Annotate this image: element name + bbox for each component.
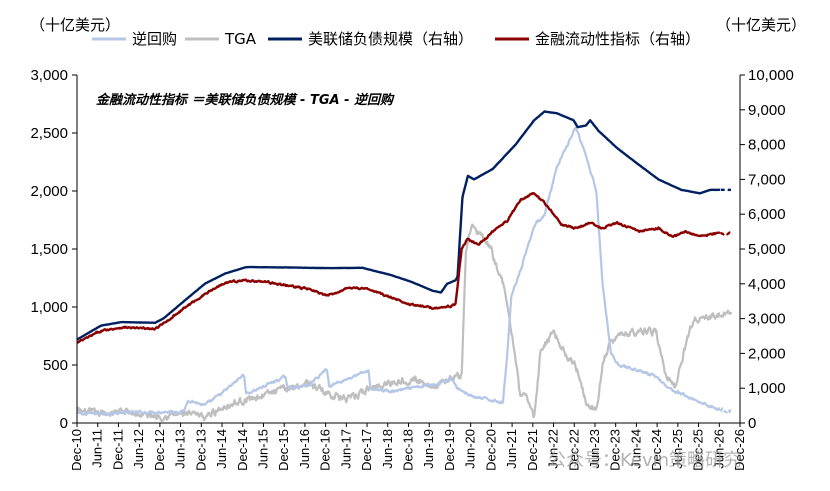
right-tick-label: 7,000	[748, 171, 786, 188]
right-tick-label: 3,000	[748, 311, 786, 328]
x-tick-label: Jun-19	[421, 429, 436, 469]
x-tick-label: Dec-26	[732, 429, 747, 471]
legend-item-tga: TGA	[185, 30, 257, 48]
x-tick-label: Jun-15	[255, 429, 270, 469]
series-line-fed-liabilities	[76, 110, 721, 341]
right-tick-label: 8,000	[748, 137, 786, 154]
right-tick-label: 10,000	[748, 67, 794, 84]
x-tick-label: Dec-18	[401, 429, 416, 471]
right-tick-label: 0	[748, 415, 756, 432]
x-ticks: Dec-10 Jun-11 Dec-11 Jun-12 Dec-12 Jun-13 Dec-…	[69, 423, 747, 471]
x-tick-label: Jun-25	[670, 429, 685, 469]
right-tick-label: 4,000	[748, 276, 786, 293]
x-tick-label: Dec-24	[649, 429, 664, 471]
x-tick-label: Jun-14	[214, 429, 229, 469]
x-tick-label: Jun-20	[463, 429, 478, 469]
left-tick-label: 2,500	[30, 125, 68, 142]
left-y-ticks: 0 500 1,000 1,500 2,000 2,500 3,000	[30, 67, 77, 432]
formula-annotation: 金融流动性指标 ＝美联储负债规模 - TGA - 逆回购	[96, 92, 395, 108]
x-tick-label: Dec-16	[318, 429, 333, 471]
left-tick-label: 500	[43, 357, 68, 374]
left-tick-label: 2,000	[30, 183, 68, 200]
legend-label-reverse-repo: 逆回购	[132, 30, 177, 48]
right-tick-label: 2,000	[748, 345, 786, 362]
x-tick-label: Jun-22	[546, 429, 561, 469]
x-tick-label: Jun-16	[297, 429, 312, 469]
x-tick-label: Jun-17	[338, 429, 353, 469]
series-line-tga	[76, 223, 721, 422]
x-tick-label: Jun-24	[628, 429, 643, 469]
left-tick-label: 3,000	[30, 67, 68, 84]
legend-item-reverse-repo: 逆回购	[92, 30, 177, 48]
legend-label-fed-liabilities: 美联储负债规模（右轴）	[308, 30, 473, 48]
left-tick-label: 1,000	[30, 299, 68, 316]
x-tick-label: Dec-23	[608, 429, 623, 471]
right-tick-label: 1,000	[748, 380, 786, 397]
legend-label-tga: TGA	[224, 30, 257, 48]
x-tick-label: Dec-12	[152, 429, 167, 471]
series-projection-reverse-repo	[719, 406, 732, 414]
x-tick-label: Jun-21	[504, 429, 519, 469]
series-layer	[76, 110, 733, 422]
x-tick-label: Dec-11	[110, 429, 125, 470]
x-tick-label: Dec-10	[69, 429, 84, 471]
x-tick-label: Dec-21	[525, 429, 540, 471]
left-tick-label: 1,500	[30, 241, 68, 258]
x-tick-label: Jun-11	[90, 429, 105, 468]
x-tick-label: Jun-13	[173, 429, 188, 469]
right-tick-label: 6,000	[748, 206, 786, 223]
right-y-ticks: 0 1,000 2,000 3,000 4,000 5,000 6,000 7,000 8,00…	[740, 67, 794, 432]
series-line-reverse-repo	[76, 126, 721, 416]
legend: 逆回购 TGA 美联储负债规模（右轴） 金融流动性指标（右轴）	[92, 30, 700, 48]
right-axis-unit: （十亿美元）	[716, 16, 806, 34]
x-tick-label: Dec-17	[359, 429, 374, 471]
x-tick-label: Dec-25	[691, 429, 706, 471]
left-axis-unit: （十亿美元）	[30, 16, 120, 34]
right-tick-label: 9,000	[748, 102, 786, 119]
x-tick-label: Jun-18	[380, 429, 395, 469]
watermark: 公众号：Kevin策略研究	[548, 450, 741, 471]
x-tick-label: Dec-22	[566, 429, 581, 471]
x-tick-label: Dec-19	[442, 429, 457, 471]
x-tick-label: Dec-20	[483, 429, 498, 471]
right-tick-label: 5,000	[748, 241, 786, 258]
x-tick-label: Jun-23	[587, 429, 602, 469]
legend-item-fed-liabilities: 美联储负债规模（右轴）	[268, 30, 473, 48]
series-projection-tga	[719, 308, 733, 320]
x-tick-label: Jun-26	[711, 429, 726, 469]
left-tick-label: 0	[60, 415, 68, 432]
x-tick-label: Dec-14	[235, 429, 250, 471]
x-tick-label: Jun-12	[131, 429, 146, 469]
x-tick-label: Dec-13	[193, 429, 208, 471]
series-projection-liquidity-index	[719, 231, 732, 236]
legend-item-liquidity-index: 金融流动性指标（右轴）	[495, 30, 700, 48]
series-line-liquidity-index	[76, 192, 721, 344]
legend-label-liquidity-index: 金融流动性指标（右轴）	[535, 30, 700, 48]
x-tick-label: Dec-15	[276, 429, 291, 471]
